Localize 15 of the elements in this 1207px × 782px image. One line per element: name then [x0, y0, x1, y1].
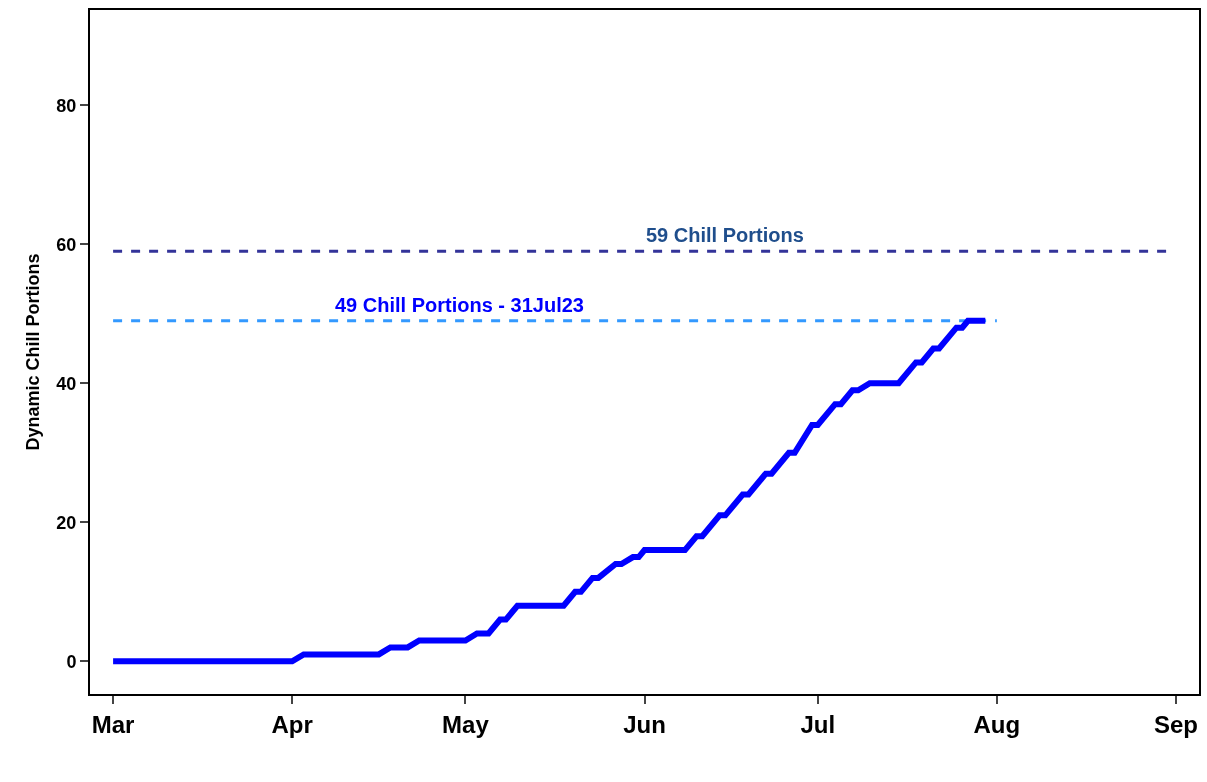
- x-tick-label: Mar: [91, 710, 135, 738]
- y-axis-title: Dynamic Chill Portions: [23, 253, 44, 451]
- y-tick-label: 0: [66, 651, 77, 672]
- x-tick-label: Jun: [623, 710, 666, 738]
- annotation: 59 Chill Portions: [646, 224, 804, 246]
- y-tick-label: 40: [56, 373, 77, 394]
- x-tick-label: Jul: [800, 710, 836, 738]
- x-tick-label: May: [442, 710, 490, 738]
- x-tick-label: Aug: [973, 710, 1021, 738]
- y-tick-label: 60: [56, 234, 77, 255]
- x-tick-label: Sep: [1153, 710, 1198, 738]
- y-tick-label: 20: [56, 512, 77, 533]
- y-tick-label: 80: [56, 95, 77, 116]
- annotation: 49 Chill Portions - 31Jul23: [335, 294, 584, 316]
- x-tick-label: Apr: [271, 710, 313, 738]
